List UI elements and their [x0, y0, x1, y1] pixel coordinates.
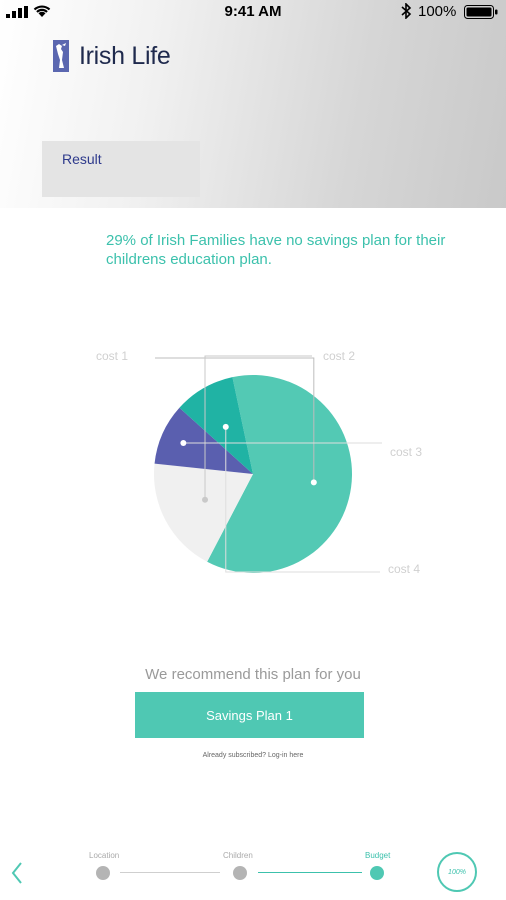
pie-slice-3 — [154, 407, 253, 474]
chart-label-cost-4: cost 4 — [388, 562, 420, 576]
progress-text: 100% — [448, 868, 466, 876]
step-label-location: Location — [89, 851, 120, 860]
leader-line-4 — [225, 426, 380, 573]
chart-label-cost-3: cost 3 — [390, 445, 422, 459]
result-label: Result — [62, 151, 102, 167]
pie-slice-1 — [207, 375, 353, 573]
pie-slice-4 — [179, 377, 253, 474]
irish-life-logo: Irish Life — [53, 40, 171, 72]
brand-name: Irish Life — [79, 41, 171, 70]
headline-statistic: 29% of Irish Families have no savings pl… — [106, 232, 446, 268]
chart-label-cost-2: cost 2 — [323, 349, 355, 363]
login-link[interactable]: Already subscribed? Log-in here — [202, 752, 304, 759]
leader-line-2 — [204, 355, 312, 500]
step-label-children: Children — [223, 851, 253, 860]
leader-dot-4 — [222, 423, 229, 430]
irish-life-logo-icon — [53, 40, 69, 72]
wifi-icon — [33, 5, 51, 17]
cost-pie-chart: cost 1 cost 2 cost 3 cost 4 — [96, 349, 422, 576]
step-dot-children[interactable] — [233, 866, 247, 880]
status-bar: 9:41 AM 100% — [0, 0, 506, 24]
leader-dot-3 — [180, 439, 187, 446]
chart-label-cost-1: cost 1 — [96, 349, 128, 363]
back-chevron-icon[interactable] — [8, 860, 28, 886]
signal-icon — [6, 6, 28, 18]
progress-indicator: 100% — [437, 852, 477, 892]
battery-icon — [464, 5, 498, 19]
status-time: 9:41 AM — [224, 3, 282, 20]
recommendation-text: We recommend this plan for you — [145, 666, 361, 683]
battery-percent: 100% — [418, 3, 457, 20]
leader-dot-2 — [202, 496, 209, 503]
step-dot-location[interactable] — [96, 866, 110, 880]
bluetooth-icon — [401, 3, 412, 19]
leader-dot-1 — [310, 479, 317, 486]
step-connector-1 — [120, 872, 220, 873]
savings-plan-button[interactable]: Savings Plan 1 — [135, 692, 364, 738]
pie-slice-2 — [154, 463, 253, 562]
header: Irish Life Result — [0, 0, 506, 208]
result-tab[interactable]: Result — [42, 141, 200, 197]
step-label-budget: Budget — [365, 851, 391, 860]
leader-line-1 — [155, 357, 315, 483]
step-dot-budget[interactable] — [370, 866, 384, 880]
step-connector-2 — [258, 872, 362, 873]
